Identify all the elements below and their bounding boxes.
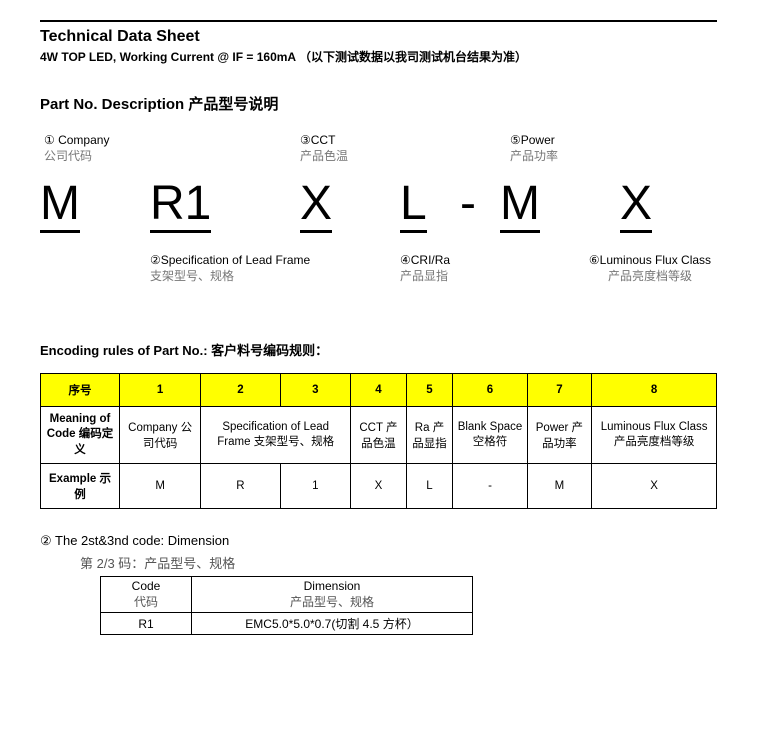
partno-diagram: ① Company 公司代码 ③CCT 产品色温 ⑤Power 产品功率 M R… bbox=[40, 132, 717, 322]
anno-cri-en: ④CRI/Ra bbox=[400, 253, 450, 267]
partno-char-5: M bbox=[500, 180, 540, 233]
anno-leadframe-cn: 支架型号、规格 bbox=[150, 269, 234, 283]
encoding-meaning-5: Blank Space 空格符 bbox=[453, 407, 527, 464]
dimension-table: Code 代码 Dimension 产品型号、规格 R1 EMC5.0*5.0*… bbox=[100, 576, 473, 635]
doc-subtitle: 4W TOP LED, Working Current @ IF = 160mA… bbox=[40, 48, 717, 65]
anno-cri: ④CRI/Ra 产品显指 bbox=[400, 252, 450, 284]
anno-company-cn: 公司代码 bbox=[44, 149, 92, 163]
encoding-example-row: Example 示例 M R 1 X L - M X bbox=[41, 464, 717, 509]
encoding-meaning-3: CCT 产品色温 bbox=[351, 407, 406, 464]
dimension-data-row: R1 EMC5.0*5.0*0.7(切割 4.5 方杯） bbox=[101, 613, 473, 635]
encoding-col-5: 5 bbox=[406, 374, 453, 407]
partno-char-1: M bbox=[40, 180, 80, 233]
dimension-note-cn: 第 2/3 码：产品型号、规格 bbox=[80, 553, 717, 572]
encoding-example-6: - bbox=[453, 464, 527, 509]
header-rule bbox=[40, 20, 717, 22]
dimension-th-dim-cn: 产品型号、规格 bbox=[290, 595, 374, 609]
anno-flux: ⑥Luminous Flux Class 产品亮度档等级 bbox=[585, 252, 715, 284]
partno-char-6: X bbox=[620, 180, 652, 233]
dimension-th-dim: Dimension 产品型号、规格 bbox=[192, 577, 473, 613]
partno-heading: Part No. Description 产品型号说明 bbox=[40, 93, 717, 114]
encoding-example-2: R bbox=[201, 464, 280, 509]
encoding-table: 序号 1 2 3 4 5 6 7 8 Meaning of Code 编码定义 … bbox=[40, 373, 717, 509]
encoding-example-1: M bbox=[120, 464, 201, 509]
encoding-meaning-label: Meaning of Code 编码定义 bbox=[41, 407, 120, 464]
anno-power: ⑤Power 产品功率 bbox=[510, 132, 558, 164]
anno-cct: ③CCT 产品色温 bbox=[300, 132, 348, 164]
dimension-value: EMC5.0*5.0*0.7(切割 4.5 方杯） bbox=[192, 613, 473, 635]
encoding-col-8: 8 bbox=[592, 374, 717, 407]
dimension-th-code-en: Code bbox=[132, 579, 161, 593]
anno-leadframe: ②Specification of Lead Frame 支架型号、规格 bbox=[150, 252, 310, 284]
encoding-col-7: 7 bbox=[527, 374, 592, 407]
anno-cct-cn: 产品色温 bbox=[300, 149, 348, 163]
partno-dash: - bbox=[460, 180, 476, 230]
dimension-code: R1 bbox=[101, 613, 192, 635]
dimension-th-dim-en: Dimension bbox=[304, 579, 361, 593]
anno-company-en: ① Company bbox=[44, 133, 109, 147]
encoding-meaning-6: Power 产品功率 bbox=[527, 407, 592, 464]
encoding-header-seq: 序号 bbox=[41, 374, 120, 407]
partno-char-3: X bbox=[300, 180, 332, 233]
encoding-label: Encoding rules of Part No.: 客户料号编码规则： bbox=[40, 340, 717, 359]
encoding-example-8: X bbox=[592, 464, 717, 509]
dimension-header-row: Code 代码 Dimension 产品型号、规格 bbox=[101, 577, 473, 613]
encoding-example-5: L bbox=[406, 464, 453, 509]
dimension-th-code-cn: 代码 bbox=[134, 595, 158, 609]
doc-title: Technical Data Sheet bbox=[40, 28, 717, 46]
encoding-col-6: 6 bbox=[453, 374, 527, 407]
encoding-example-4: X bbox=[351, 464, 406, 509]
encoding-meaning-4: Ra 产品显指 bbox=[406, 407, 453, 464]
encoding-meaning-7: Luminous Flux Class 产品亮度档等级 bbox=[592, 407, 717, 464]
anno-cct-en: ③CCT bbox=[300, 133, 335, 147]
encoding-header-row: 序号 1 2 3 4 5 6 7 8 bbox=[41, 374, 717, 407]
anno-flux-cn: 产品亮度档等级 bbox=[608, 269, 692, 283]
encoding-col-3: 3 bbox=[280, 374, 351, 407]
dimension-th-code: Code 代码 bbox=[101, 577, 192, 613]
encoding-col-1: 1 bbox=[120, 374, 201, 407]
encoding-meaning-2: Specification of Lead Frame 支架型号、规格 bbox=[201, 407, 351, 464]
encoding-example-7: M bbox=[527, 464, 592, 509]
encoding-meaning-1: Company 公司代码 bbox=[120, 407, 201, 464]
encoding-col-2: 2 bbox=[201, 374, 280, 407]
anno-power-cn: 产品功率 bbox=[510, 149, 558, 163]
anno-leadframe-en: ②Specification of Lead Frame bbox=[150, 253, 310, 267]
anno-cri-cn: 产品显指 bbox=[400, 269, 448, 283]
encoding-col-4: 4 bbox=[351, 374, 406, 407]
partno-char-2: R1 bbox=[150, 180, 211, 233]
encoding-example-3: 1 bbox=[280, 464, 351, 509]
partno-char-4: L bbox=[400, 180, 427, 233]
encoding-example-label: Example 示例 bbox=[41, 464, 120, 509]
anno-flux-en: ⑥Luminous Flux Class bbox=[589, 253, 711, 267]
encoding-meaning-row: Meaning of Code 编码定义 Company 公司代码 Specif… bbox=[41, 407, 717, 464]
anno-company: ① Company 公司代码 bbox=[44, 132, 109, 164]
anno-power-en: ⑤Power bbox=[510, 133, 555, 147]
dimension-note-en: ② The 2st&3nd code: Dimension bbox=[40, 533, 717, 549]
